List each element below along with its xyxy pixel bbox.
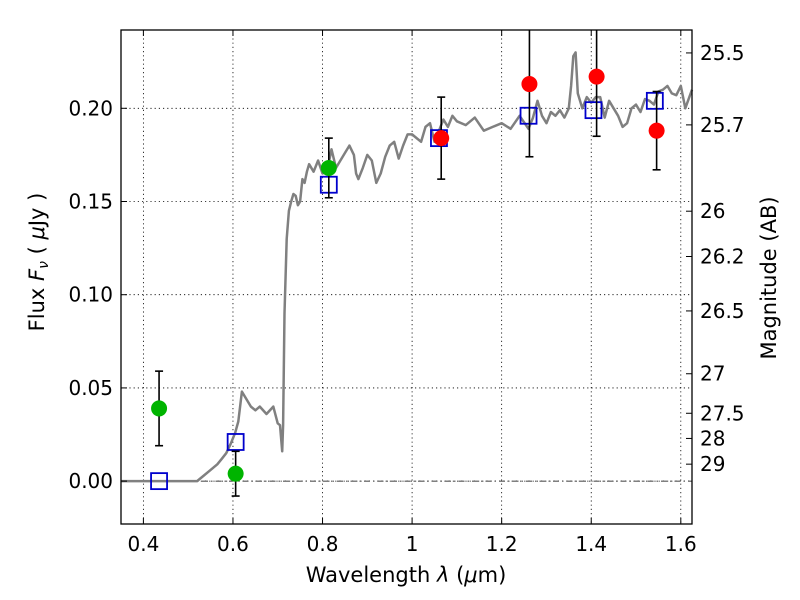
x-axis-title: Wavelength λ (μm) [306, 563, 507, 587]
magnitude-tick-label: 27.5 [700, 401, 745, 425]
model-photometry-point [150, 472, 168, 491]
observed-point [227, 465, 244, 482]
x-tick-label: 0.4 [127, 532, 159, 556]
axis-ticks: 0.4 0.6 0.8 1 1.2 1.4 1.6 0.00 0.05 0.10 0.15 0.20 2… [68, 30, 745, 556]
model-photometry-point [519, 106, 538, 125]
x-axis-unit-close: m) [478, 563, 507, 587]
model-photometry-point [645, 91, 664, 110]
model-photometry-point [584, 101, 603, 120]
magnitude-tick-label: 26.5 [700, 299, 745, 323]
y-tick-label: 0.20 [68, 96, 113, 120]
x-axis-unit-mu-symbol: μ [463, 563, 477, 587]
x-tick-label: 0.6 [217, 532, 249, 556]
model-sed-line [121, 51, 694, 483]
y-axis-flux-subscript: ν [36, 261, 52, 269]
magnitude-tick-label: 26.2 [700, 244, 745, 268]
x-axis-title-prefix: Wavelength [306, 563, 437, 587]
right-axis-title: Magnitude (AB) [757, 196, 781, 359]
x-tick-label: 1.2 [486, 532, 518, 556]
y-axis-unit-close: Jy ) [25, 193, 49, 229]
x-tick-label: 1.6 [665, 532, 697, 556]
magnitude-tick-label: 28 [700, 426, 725, 450]
y-tick-label: 0.15 [68, 190, 113, 214]
grid-lines [121, 30, 692, 524]
magnitude-tick-label: 29 [700, 452, 725, 476]
observed-point [648, 122, 665, 139]
observed-point [320, 159, 337, 176]
data-series [121, 30, 694, 497]
y-tick-label: 0.10 [68, 283, 113, 307]
y-tick-label: 0.05 [68, 376, 113, 400]
y-axis-title: Flux Fν ( μJy ) [25, 193, 52, 332]
observed-point [433, 130, 450, 147]
x-tick-label: 1.4 [575, 532, 607, 556]
observed-point [151, 400, 168, 417]
y-axis-unit-mu-symbol: μ [25, 226, 49, 240]
plot-frame [120, 29, 693, 525]
model-photometry-point [226, 433, 245, 451]
magnitude-tick-label: 25.5 [700, 41, 745, 65]
x-axis-unit-open: ( [449, 563, 464, 587]
observed-point [588, 68, 605, 85]
magnitude-tick-label: 26 [700, 199, 725, 223]
x-tick-label: 0.8 [307, 532, 339, 556]
y-axis-unit-open: ( [25, 240, 49, 262]
magnitude-tick-label: 27 [700, 362, 725, 386]
y-tick-label: 0.00 [68, 469, 113, 493]
x-axis-lambda-symbol: λ [436, 563, 449, 587]
y-axis-flux-symbol: F [25, 268, 49, 281]
observed-point [521, 76, 538, 93]
x-tick-label: 1 [406, 532, 419, 556]
magnitude-tick-label: 25.7 [700, 113, 745, 137]
y-axis-title-prefix: Flux [25, 281, 49, 331]
